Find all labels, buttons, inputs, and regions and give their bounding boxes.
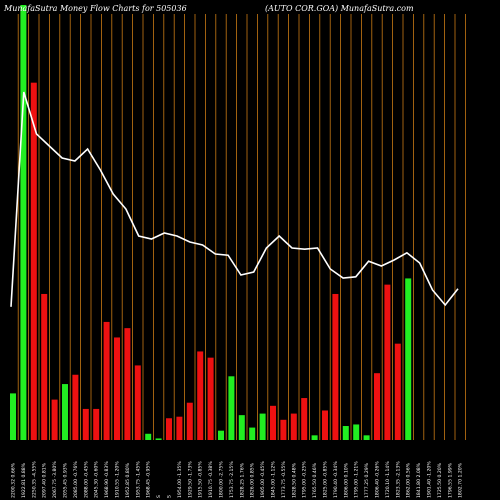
x-tick-label: 1910.55 -1.20%	[115, 461, 121, 498]
x-tick-label: S	[156, 495, 162, 498]
x-tick-label: 2088.00 -0.45%	[83, 461, 89, 498]
money-flow-bar	[218, 430, 224, 440]
money-flow-bar	[62, 384, 68, 440]
x-tick-label: 2085.00 -0.76%	[73, 461, 79, 498]
x-tick-label: 1968.45 -0.95%	[146, 461, 152, 498]
x-tick-label: 1795.00 -1.21%	[354, 461, 360, 498]
x-tick-label: 1826.00 0.85%	[250, 462, 256, 498]
money-flow-bar	[270, 405, 276, 440]
money-flow-bar	[51, 399, 58, 440]
money-flow-bar	[259, 413, 266, 440]
x-tick-label: 1922.81 0.88%	[21, 462, 27, 498]
x-tick-label: 1806.40 -0.26%	[375, 461, 381, 498]
money-flow-bar	[134, 365, 141, 440]
money-flow-bar	[41, 293, 48, 440]
x-tick-label: 1828.25 1.76%	[239, 462, 245, 498]
x-tick-label: 2200.32 0.66%	[11, 462, 17, 498]
x-tick-label: 2055.45 0.93%	[63, 462, 69, 498]
money-flow-bar	[155, 438, 162, 440]
money-flow-bar	[30, 82, 37, 440]
x-tick-label: 1825.00 -0.85%	[323, 461, 329, 498]
money-flow-bar	[249, 427, 256, 440]
money-flow-bar	[186, 402, 193, 440]
money-flow-bar	[311, 435, 318, 440]
x-tick-label: 1952.85 0.80%	[125, 462, 131, 498]
money-flow-bars	[10, 5, 412, 440]
money-flow-bar	[374, 373, 380, 440]
x-tick-label: 1929.50 -1.73%	[187, 461, 193, 498]
x-tick-label: 2045.30 -0.60%	[94, 461, 100, 498]
x-tick-label: 1795.00 -0.25%	[302, 461, 308, 498]
money-flow-bar	[207, 357, 214, 440]
x-tick-label: 1765.50 0.46%	[312, 462, 318, 498]
money-flow-bar	[280, 419, 287, 440]
x-tick-label: 2250.35 -4.55%	[31, 461, 37, 498]
x-tick-label: 2067.75 -3.80%	[52, 461, 58, 498]
money-flow-bar	[82, 408, 89, 440]
x-tick-label: 1800.00 -2.75%	[219, 461, 225, 498]
x-tick-label: 1968.90 -0.83%	[104, 461, 110, 498]
money-flow-bar	[384, 284, 391, 440]
money-flow-bar	[124, 328, 131, 440]
x-tick-label: 1823.35 -2.13%	[395, 461, 401, 498]
money-flow-bar	[93, 408, 100, 440]
money-flow-bar	[72, 374, 79, 440]
x-tick-label: 1954.00 -1.35%	[177, 461, 183, 498]
money-flow-bar	[394, 343, 401, 440]
x-tick-label: 1773.75 -0.55%	[281, 461, 287, 498]
x-tick-label: 1790.40 -0.34%	[333, 461, 339, 498]
x-tick-label: 1725.50 0.20%	[437, 462, 443, 498]
x-tick-label: 1910.75 -0.38%	[208, 461, 214, 498]
x-tick-label: 1806.00 0.10%	[343, 462, 349, 498]
money-flow-bar	[145, 433, 152, 440]
money-flow-bar	[290, 413, 297, 440]
money-flow-bar	[363, 435, 370, 440]
x-tick-label: 1777.25 0.29%	[364, 462, 370, 498]
money-flow-bar	[342, 426, 349, 440]
gridlines	[17, 14, 466, 440]
x-tick-label: 1901.40 -1.20%	[427, 461, 433, 498]
price-line-layer	[10, 91, 459, 307]
money-flow-bar	[166, 418, 172, 440]
money-flow-bar	[20, 5, 27, 440]
money-flow-bar	[114, 337, 120, 440]
money-flow-bar	[322, 410, 328, 440]
x-tick-label: 1915.50 -0.85%	[198, 461, 204, 498]
money-flow-bar	[197, 351, 204, 440]
chart-title-right: (AUTO COR.GOA) MunafaSutra.com	[265, 4, 414, 13]
x-tick-labels: 2200.32 0.66% 1922.81 0.88% 2250.35 -4.55%…	[11, 461, 464, 498]
money-flow-bar	[228, 376, 235, 440]
price-line	[10, 91, 459, 307]
x-tick-label: 1953.75 -1.45%	[135, 461, 141, 498]
money-flow-bar	[238, 415, 245, 440]
x-tick-label: 1802.70 1.20%	[458, 462, 464, 498]
x-tick-label: 1841.80 2.08%	[416, 462, 422, 498]
x-tick-label: 1862.00 0.56%	[406, 462, 412, 498]
money-flow-bar	[405, 278, 412, 440]
x-tick-label: 1753.75 -2.15%	[229, 461, 235, 498]
x-tick-label: 1720.10 -1.14%	[385, 461, 391, 498]
money-flow-bar	[10, 393, 16, 440]
money-flow-bar	[176, 416, 183, 440]
chart-title-left: MunafaSutra Money Flow Charts for 505036	[3, 4, 187, 13]
money-flow-bar	[103, 321, 110, 440]
x-tick-label: S	[167, 495, 173, 498]
x-tick-label: 2097.40 0.81%	[42, 462, 48, 498]
x-tick-label: 1905.00 -0.45%	[260, 461, 266, 498]
money-flow-bar	[301, 398, 308, 440]
money-flow-bar	[353, 424, 360, 440]
money-flow-bar	[332, 293, 339, 440]
x-tick-label: 1796.55 1.99%	[447, 462, 453, 498]
x-tick-label: 1828.50 0.48%	[291, 462, 297, 498]
x-tick-label: 1845.00 -1.12%	[271, 461, 277, 498]
